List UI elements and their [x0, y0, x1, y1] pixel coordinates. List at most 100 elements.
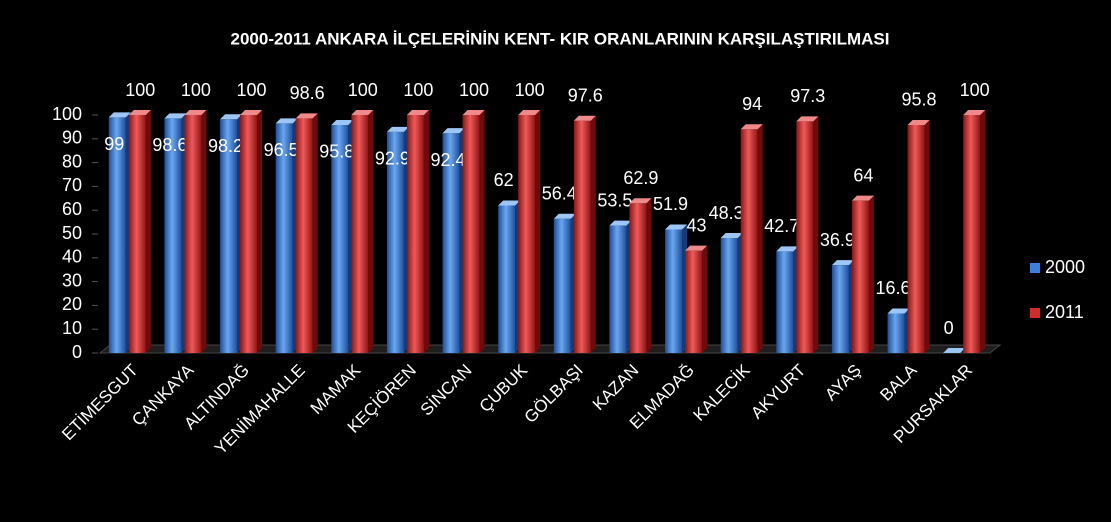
legend-swatch	[1030, 308, 1040, 318]
value-label: 100	[237, 80, 267, 100]
bar-top	[351, 110, 374, 115]
y-tick-label: 30	[62, 270, 82, 290]
bar-top	[573, 115, 596, 121]
value-label: 95.8	[902, 90, 937, 110]
bar	[442, 133, 460, 353]
bar-top	[629, 198, 652, 204]
bar	[462, 115, 480, 353]
bar-top	[685, 245, 708, 251]
value-label: 100	[459, 80, 489, 100]
bar-top	[907, 119, 930, 125]
bar-top	[796, 116, 819, 122]
value-label: 100	[403, 80, 433, 100]
value-label: 96.5	[264, 140, 299, 160]
bar	[240, 115, 258, 353]
bar	[553, 218, 571, 353]
value-label: 95.8	[319, 142, 354, 162]
chart-title: 2000-2011 ANKARA İLÇELERİNİN KENT- KIR O…	[231, 29, 890, 48]
bar-side	[423, 110, 429, 353]
bar	[720, 238, 738, 353]
bar-top	[776, 246, 799, 252]
bar-top	[851, 195, 874, 201]
value-label: 36.9	[820, 230, 855, 250]
bar-side	[980, 110, 986, 353]
value-label: 97.3	[790, 86, 825, 106]
bar	[851, 200, 869, 353]
value-label: 92.4	[431, 150, 466, 170]
bar	[128, 115, 146, 353]
bar-top	[943, 348, 966, 353]
bar-top	[720, 233, 743, 239]
bar	[963, 115, 981, 353]
legend-label: 2011	[1045, 302, 1084, 322]
value-label: 42.7	[764, 216, 799, 236]
bar	[164, 118, 182, 353]
bar	[665, 229, 683, 353]
bar	[776, 251, 794, 353]
bar-top	[220, 114, 243, 120]
bar-top	[275, 118, 298, 124]
value-label: 100	[515, 80, 545, 100]
value-label: 51.9	[653, 194, 688, 214]
bar	[573, 120, 591, 353]
y-tick-label: 100	[52, 104, 82, 124]
bar-top	[609, 220, 632, 226]
value-label: 53.5	[597, 190, 632, 210]
bar-top	[740, 124, 763, 130]
legend-label: 2000	[1045, 257, 1085, 277]
bar-side	[757, 124, 763, 353]
y-tick-label: 70	[62, 175, 82, 195]
bar-top	[184, 110, 207, 115]
bar-side	[201, 110, 207, 353]
bar-top	[462, 110, 485, 115]
bar-top	[665, 224, 688, 230]
y-tick-label: 20	[62, 294, 82, 314]
bar-side	[924, 119, 930, 353]
bar	[609, 225, 627, 353]
bar-side	[868, 195, 874, 353]
value-label: 98.6	[290, 83, 325, 103]
y-tick-label: 50	[62, 223, 82, 243]
bar	[831, 265, 849, 353]
value-label: 94	[742, 94, 762, 114]
bar	[740, 129, 758, 353]
value-label: 16.6	[876, 278, 911, 298]
bar-side	[535, 110, 541, 353]
bar	[498, 205, 516, 353]
y-tick-label: 80	[62, 151, 82, 171]
bar-top	[831, 260, 854, 266]
bar-side	[813, 116, 819, 354]
value-label: 0	[944, 318, 954, 338]
bar	[518, 115, 536, 353]
bar-top	[331, 119, 354, 125]
bar	[796, 121, 814, 354]
value-label: 99	[104, 134, 124, 154]
bar	[685, 250, 703, 353]
legend-swatch	[1030, 263, 1040, 273]
bar-top	[240, 110, 263, 115]
bar-side	[479, 110, 485, 353]
value-label: 92.9	[375, 149, 410, 169]
bar-side	[368, 110, 374, 353]
bar	[386, 131, 404, 353]
bar	[351, 115, 369, 353]
bar	[295, 118, 313, 353]
bar-top	[498, 200, 521, 206]
value-label: 56.4	[542, 184, 577, 204]
bar-side	[646, 198, 652, 353]
y-tick-label: 10	[62, 318, 82, 338]
bar-top	[442, 128, 465, 134]
bar-side	[590, 115, 596, 353]
bar-side	[312, 113, 318, 353]
bar-top	[295, 113, 318, 119]
value-label: 64	[853, 165, 873, 185]
value-label: 100	[125, 80, 155, 100]
bar-top	[164, 113, 187, 119]
bar	[220, 119, 238, 353]
value-label: 97.6	[568, 85, 603, 105]
bar	[629, 203, 647, 353]
y-tick-label: 60	[62, 199, 82, 219]
bar	[184, 115, 202, 353]
bar	[331, 124, 349, 353]
